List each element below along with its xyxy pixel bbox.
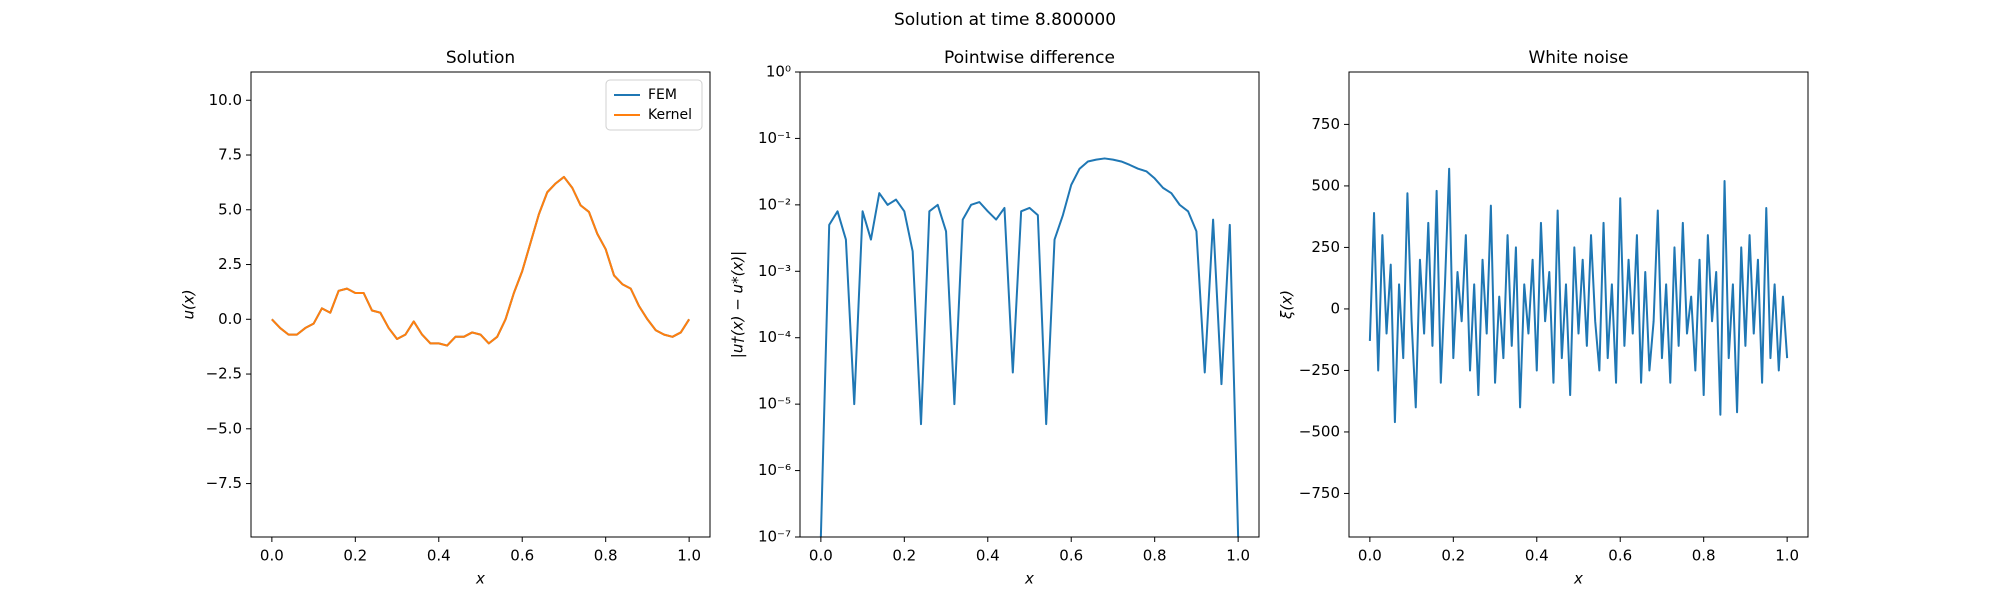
line <box>1368 167 1789 424</box>
y-tick-label: 5.0 <box>218 200 242 218</box>
axes-title: White noise <box>1528 48 1628 68</box>
y-tick-label: 7.5 <box>218 146 242 164</box>
x-tick-label: 0.4 <box>427 547 451 565</box>
y-tick-label: 10⁻⁶ <box>758 461 791 479</box>
x-tick-label: 0.8 <box>1692 547 1716 565</box>
y-tick-label: 500 <box>1311 176 1340 194</box>
line <box>819 157 1240 537</box>
y-tick-label: 10⁰ <box>766 63 791 81</box>
y-tick-label: 10⁻¹ <box>758 129 791 147</box>
axes-title: Pointwise difference <box>944 48 1115 68</box>
legend-label: FEM <box>648 87 677 103</box>
y-tick-label: −250 <box>1299 361 1340 379</box>
x-tick-label: 1.0 <box>677 547 701 565</box>
y-axis-label: u(x) <box>180 289 198 319</box>
legend-label: Kernel <box>648 107 692 123</box>
x-tick-label: 0.6 <box>1059 547 1083 565</box>
x-tick-label: 0.2 <box>892 547 916 565</box>
x-axis-label: x <box>1024 570 1034 588</box>
y-axis-label: ξ(x) <box>1278 290 1296 320</box>
y-tick-label: −5.0 <box>206 419 242 437</box>
x-tick-label: 0.2 <box>343 547 367 565</box>
y-tick-label: 10⁻⁷ <box>758 528 791 546</box>
y-axis-label: |u†(x) − u*(x)| <box>729 251 747 358</box>
y-tick-label: 10.0 <box>209 91 242 109</box>
y-tick-label: 750 <box>1311 115 1340 133</box>
x-tick-label: 0.6 <box>1608 547 1632 565</box>
x-tick-label: 0.6 <box>510 547 534 565</box>
x-tick-label: 1.0 <box>1226 547 1250 565</box>
x-tick-label: 1.0 <box>1775 547 1799 565</box>
axes-title: Solution <box>446 48 515 68</box>
x-tick-label: 0.4 <box>1525 547 1549 565</box>
y-tick-label: 10⁻² <box>758 195 791 213</box>
y-tick-label: −500 <box>1299 422 1340 440</box>
y-tick-label: −750 <box>1299 484 1340 502</box>
legend-box <box>605 79 703 131</box>
x-tick-label: 0.2 <box>1441 547 1465 565</box>
x-tick-label: 0.8 <box>1143 547 1167 565</box>
y-tick-label: 10⁻³ <box>758 262 791 280</box>
x-tick-label: 0.0 <box>1358 547 1382 565</box>
figure-title: Solution at time 8.800000 <box>894 10 1116 30</box>
x-tick-label: 0.0 <box>809 547 833 565</box>
x-tick-label: 0.4 <box>976 547 1000 565</box>
line <box>271 175 690 347</box>
y-tick-label: 250 <box>1311 238 1340 256</box>
y-tick-label: 2.5 <box>218 255 242 273</box>
x-tick-label: 0.0 <box>260 547 284 565</box>
y-tick-label: 0 <box>1330 299 1340 317</box>
y-tick-label: 10⁻⁴ <box>758 328 791 346</box>
axes-frame <box>799 71 1260 538</box>
y-tick-label: −2.5 <box>206 365 242 383</box>
y-tick-label: 0.0 <box>218 310 242 328</box>
x-axis-label: x <box>475 570 485 588</box>
y-tick-label: −7.5 <box>206 474 242 492</box>
axes-frame <box>1348 71 1809 538</box>
y-tick-label: 10⁻⁵ <box>758 395 791 413</box>
axes-frame <box>250 71 711 538</box>
x-axis-label: x <box>1573 570 1583 588</box>
x-tick-label: 0.8 <box>594 547 618 565</box>
